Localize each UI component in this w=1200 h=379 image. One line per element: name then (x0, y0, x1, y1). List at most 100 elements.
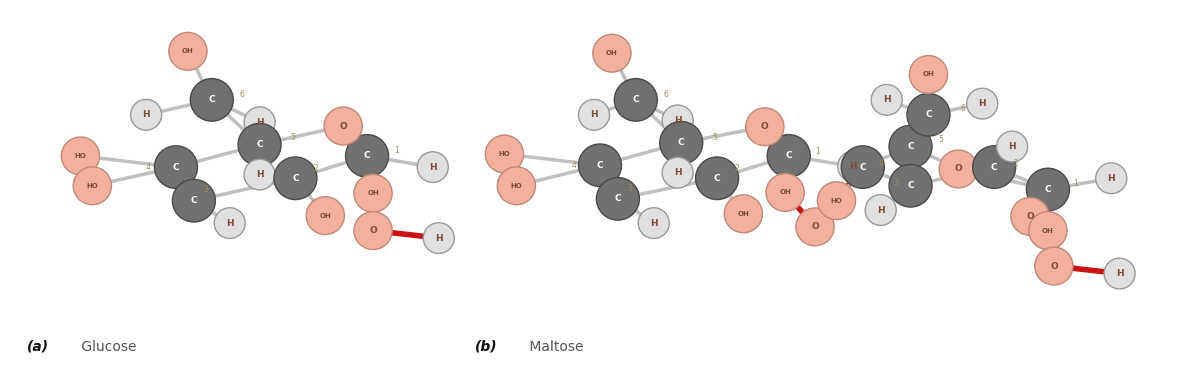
Text: OH: OH (1042, 227, 1054, 233)
Text: C: C (678, 138, 684, 147)
Ellipse shape (1034, 247, 1073, 285)
Text: H: H (226, 219, 234, 228)
Ellipse shape (638, 208, 670, 238)
Ellipse shape (889, 164, 932, 207)
Text: C: C (991, 163, 997, 172)
Ellipse shape (1028, 211, 1067, 249)
Text: Glucose: Glucose (77, 340, 137, 354)
Ellipse shape (660, 122, 703, 164)
Ellipse shape (497, 167, 535, 205)
Ellipse shape (61, 137, 100, 175)
Text: OH: OH (367, 190, 379, 196)
Ellipse shape (796, 208, 834, 246)
Ellipse shape (306, 197, 344, 235)
Ellipse shape (766, 174, 804, 211)
Ellipse shape (1096, 163, 1127, 194)
Ellipse shape (274, 157, 317, 200)
Text: C: C (632, 96, 640, 104)
Ellipse shape (614, 78, 658, 121)
Text: 3: 3 (894, 177, 899, 186)
Text: H: H (1108, 174, 1115, 183)
Text: O: O (370, 226, 377, 235)
Ellipse shape (662, 105, 694, 136)
Ellipse shape (354, 211, 392, 249)
Text: H: H (590, 110, 598, 119)
Text: H: H (877, 205, 884, 215)
Ellipse shape (191, 78, 233, 121)
Ellipse shape (596, 177, 640, 220)
Text: 3: 3 (203, 185, 209, 194)
Text: HO: HO (510, 183, 522, 189)
Text: 2: 2 (734, 164, 739, 174)
Text: C: C (1045, 185, 1051, 194)
Text: 5: 5 (290, 133, 295, 142)
Ellipse shape (244, 159, 275, 190)
Ellipse shape (871, 85, 902, 115)
Text: H: H (978, 99, 986, 108)
Ellipse shape (173, 179, 215, 222)
Ellipse shape (354, 174, 392, 212)
Text: C: C (364, 151, 371, 160)
Text: HO: HO (830, 198, 842, 204)
Text: O: O (954, 164, 962, 174)
Ellipse shape (131, 99, 162, 130)
Text: C: C (859, 163, 866, 172)
Text: 4: 4 (878, 159, 883, 168)
Text: H: H (256, 170, 263, 179)
Ellipse shape (238, 124, 281, 166)
Ellipse shape (996, 131, 1027, 162)
Ellipse shape (865, 195, 896, 226)
Text: (b): (b) (474, 340, 497, 354)
Text: 3: 3 (628, 184, 632, 193)
Text: 1: 1 (395, 146, 400, 155)
Ellipse shape (817, 182, 856, 219)
Ellipse shape (73, 167, 112, 205)
Text: H: H (883, 96, 890, 104)
Text: C: C (191, 196, 197, 205)
Text: H: H (1116, 269, 1123, 278)
Ellipse shape (169, 33, 208, 70)
Ellipse shape (485, 135, 523, 173)
Text: C: C (257, 140, 263, 149)
Text: HO: HO (498, 151, 510, 157)
Ellipse shape (907, 94, 950, 136)
Text: C: C (292, 174, 299, 183)
Text: 4: 4 (571, 161, 576, 170)
Ellipse shape (725, 195, 762, 233)
Ellipse shape (424, 223, 455, 254)
Ellipse shape (155, 146, 198, 188)
Ellipse shape (593, 34, 631, 72)
Ellipse shape (1104, 258, 1135, 289)
Text: OH: OH (779, 190, 791, 196)
Text: OH: OH (923, 72, 935, 77)
Text: Maltose: Maltose (524, 340, 583, 354)
Ellipse shape (745, 108, 784, 146)
Text: C: C (907, 142, 914, 151)
Text: O: O (811, 222, 818, 231)
Text: O: O (761, 122, 769, 131)
Text: OH: OH (738, 211, 749, 217)
Ellipse shape (578, 144, 622, 186)
Text: OH: OH (182, 49, 193, 54)
Ellipse shape (324, 107, 362, 145)
Ellipse shape (244, 107, 275, 138)
Ellipse shape (973, 146, 1015, 188)
Text: 5: 5 (938, 135, 943, 144)
Ellipse shape (578, 99, 610, 130)
Text: OH: OH (606, 50, 618, 56)
Text: 6: 6 (961, 103, 966, 113)
Ellipse shape (767, 135, 810, 177)
Text: (a): (a) (26, 340, 49, 354)
Text: 1: 1 (1073, 179, 1078, 188)
Text: H: H (650, 219, 658, 228)
Ellipse shape (841, 146, 884, 188)
Ellipse shape (1026, 168, 1069, 211)
Text: HO: HO (74, 153, 86, 159)
Ellipse shape (696, 157, 738, 200)
Text: 2: 2 (1013, 159, 1018, 168)
Text: OH: OH (319, 213, 331, 219)
Text: C: C (925, 110, 931, 119)
Text: C: C (907, 181, 914, 190)
Text: C: C (209, 96, 215, 104)
Text: 5: 5 (713, 133, 718, 142)
